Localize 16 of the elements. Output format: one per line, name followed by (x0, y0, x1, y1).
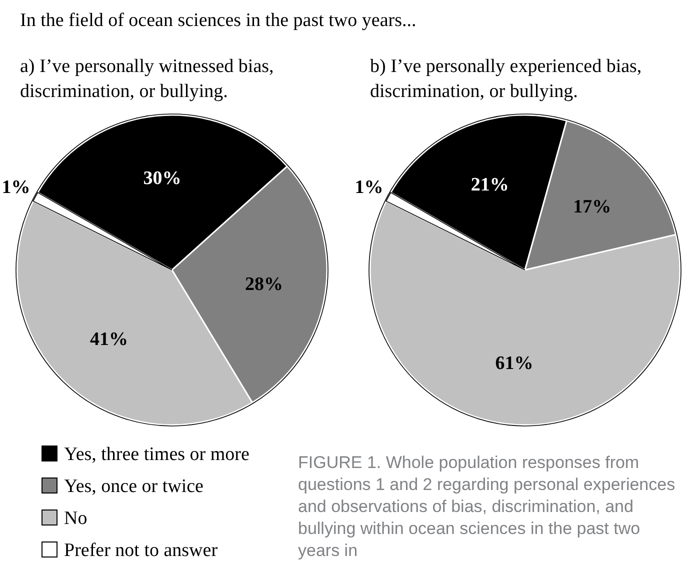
chart-title: b) I’ve personally experienced bias, discrimination, or bullying. (370, 56, 642, 102)
text: In the field of ocean sciences in the past two years... (20, 10, 416, 31)
data-label: 28% (245, 274, 283, 296)
legend-label: No (64, 508, 88, 529)
data-label: 1% (2, 177, 30, 198)
data-label: 41% (90, 329, 128, 350)
legend-label: Yes, three times or more (64, 444, 250, 465)
data-label: 30% (143, 168, 182, 190)
data-label: 17% (573, 196, 612, 218)
legend-label: Prefer not to answer (64, 540, 218, 561)
legend-label: Yes, once or twice (64, 476, 204, 497)
caption: FIGURE 1. Whole population responses from questions 1 and 2 regarding personal experiences and observations of bias, discrimination, and bullying within ocean sciences in the past two years in (298, 453, 676, 560)
data-label: 61% (495, 353, 534, 374)
data-label: 21% (470, 174, 509, 196)
chart-title: a) I’ve personally witnessed bias, discrimination, or bullying. (20, 56, 274, 102)
data-label: 1% (354, 177, 384, 198)
